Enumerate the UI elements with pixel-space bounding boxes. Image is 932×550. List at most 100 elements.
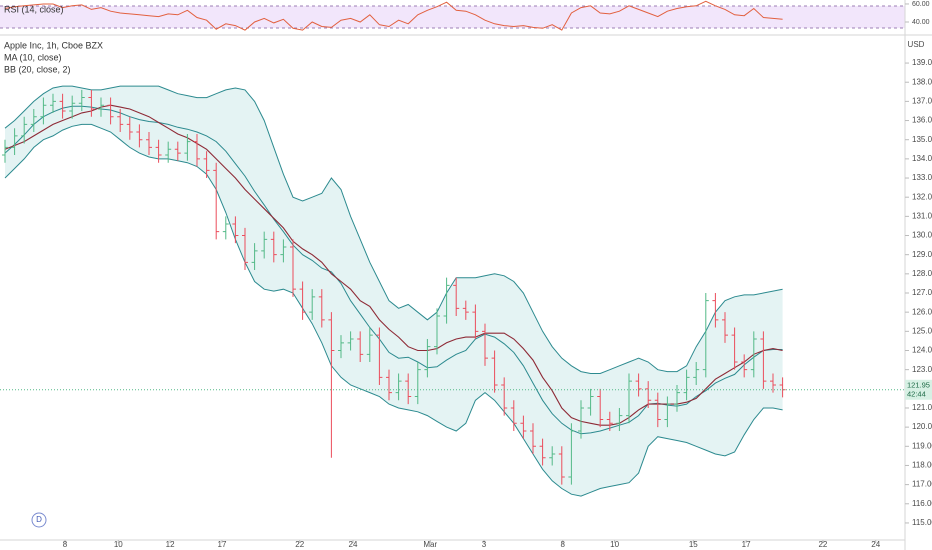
ohlc-bar	[299, 281, 306, 320]
ohlc-bar	[568, 423, 575, 485]
ohlc-bar	[155, 139, 162, 163]
plot	[0, 0, 905, 497]
ohlc-bar	[539, 438, 546, 466]
y-tick-label: 118.00	[912, 461, 932, 470]
ohlc-bar	[145, 132, 152, 156]
ohlc-bar	[443, 277, 450, 324]
rsi-band	[0, 6, 905, 28]
ohlc-bar	[702, 293, 709, 378]
ohlc-bar	[625, 373, 632, 424]
ohlc-bar	[472, 304, 479, 339]
ohlc-bar	[270, 231, 277, 263]
ohlc-bar	[69, 95, 76, 119]
rsi-legend: RSI (14, close)	[4, 4, 64, 14]
ohlc-bar	[616, 407, 623, 431]
ohlc-bar	[731, 327, 738, 370]
ohlc-bar	[405, 373, 412, 405]
ohlc-bar	[328, 312, 335, 458]
ohlc-bar	[414, 361, 421, 405]
ohlc-bar	[693, 361, 700, 385]
ohlc-bar	[510, 400, 517, 431]
ohlc-bar	[126, 116, 133, 140]
last-price-box	[905, 379, 932, 400]
y-tick-label: 121.00	[912, 403, 932, 412]
ohlc-bar	[88, 89, 95, 117]
ohlc-bar	[193, 133, 200, 167]
x-tick-label: 8	[63, 540, 68, 549]
ohlc-bar	[721, 312, 728, 343]
symbol-title: Apple Inc, 1h, Cboe BZX	[4, 40, 103, 50]
ohlc-bar	[664, 396, 671, 428]
ohlc-bar	[59, 93, 66, 119]
ohlc-bar	[549, 446, 556, 466]
ohlc-bar	[347, 331, 354, 351]
ohlc-bar	[30, 109, 37, 133]
ohlc-bar	[136, 124, 143, 148]
y-tick-label: 123.00	[912, 365, 932, 374]
rsi-y-tick-label: 60.00	[912, 1, 930, 8]
y-tick-label: 137.00	[912, 96, 932, 105]
x-tick-label: 10	[114, 540, 123, 549]
ohlc-bar	[385, 369, 392, 401]
y-tick-label: 138.00	[912, 77, 932, 86]
ohlc-bar	[760, 331, 767, 389]
currency-label: USD	[908, 40, 925, 49]
y-tick-label: 130.00	[912, 231, 932, 240]
ohlc-bar	[222, 216, 229, 240]
rsi-line	[4, 0, 783, 31]
ohlc-bar	[529, 423, 536, 454]
ohlc-bar	[357, 331, 364, 362]
ohlc-bar	[673, 384, 680, 412]
y-tick-label: 116.00	[912, 499, 932, 508]
y-tick-label: 133.00	[912, 173, 932, 182]
x-tick-label: 22	[295, 540, 304, 549]
ohlc-bar	[366, 327, 373, 362]
ohlc-bar	[241, 227, 248, 271]
ohlc-bar	[750, 331, 757, 378]
y-tick-label: 120.00	[912, 422, 932, 431]
x-tick-label: 17	[218, 540, 227, 549]
ohlc-bar	[49, 93, 56, 113]
x-tick-label: 24	[349, 540, 358, 549]
bb-legend: BB (20, close, 2)	[4, 64, 71, 74]
ohlc-bar	[107, 97, 114, 125]
ohlc-bar	[251, 243, 258, 271]
ohlc-bar	[577, 400, 584, 439]
y-tick-label: 139.00	[912, 58, 932, 67]
ohlc-bar	[318, 289, 325, 328]
ohlc-bar	[635, 373, 642, 397]
ohlc-bar	[769, 373, 776, 393]
ohlc-bar	[184, 133, 191, 161]
ohlc-bar	[597, 388, 604, 428]
bb-upper	[4, 85, 783, 374]
badge-circle[interactable]	[31, 512, 47, 528]
ohlc-bar	[280, 239, 287, 263]
y-tick-label: 117.00	[912, 480, 932, 489]
x-tick-label: 15	[689, 540, 698, 549]
ohlc-bar	[501, 377, 508, 416]
ohlc-bar	[232, 216, 239, 244]
x-tick-label: 24	[871, 540, 880, 549]
y-tick-label: 126.00	[912, 307, 932, 316]
y-tick-label: 128.00	[912, 269, 932, 278]
y-tick-label: 135.00	[912, 135, 932, 144]
ohlc-bar	[645, 381, 652, 408]
ohlc-bar	[424, 338, 431, 378]
bb-lower	[4, 123, 783, 497]
rsi-y-tick-label: 40.00	[912, 19, 930, 26]
ohlc-bar	[654, 392, 661, 428]
ohlc-bar	[683, 369, 690, 401]
ohlc-bar	[376, 327, 383, 385]
badge[interactable]: D	[36, 515, 42, 524]
y-tick-label: 124.00	[912, 346, 932, 355]
ohlc-bar	[117, 109, 124, 133]
ohlc-bar	[165, 141, 172, 163]
ohlc-bar	[491, 350, 498, 393]
x-tick-label: 8	[561, 540, 566, 549]
ohlc-bar	[520, 415, 527, 439]
ohlc-bar	[261, 231, 268, 259]
y-tick-label: 134.00	[912, 154, 932, 163]
ma-legend: MA (10, close)	[4, 52, 62, 62]
